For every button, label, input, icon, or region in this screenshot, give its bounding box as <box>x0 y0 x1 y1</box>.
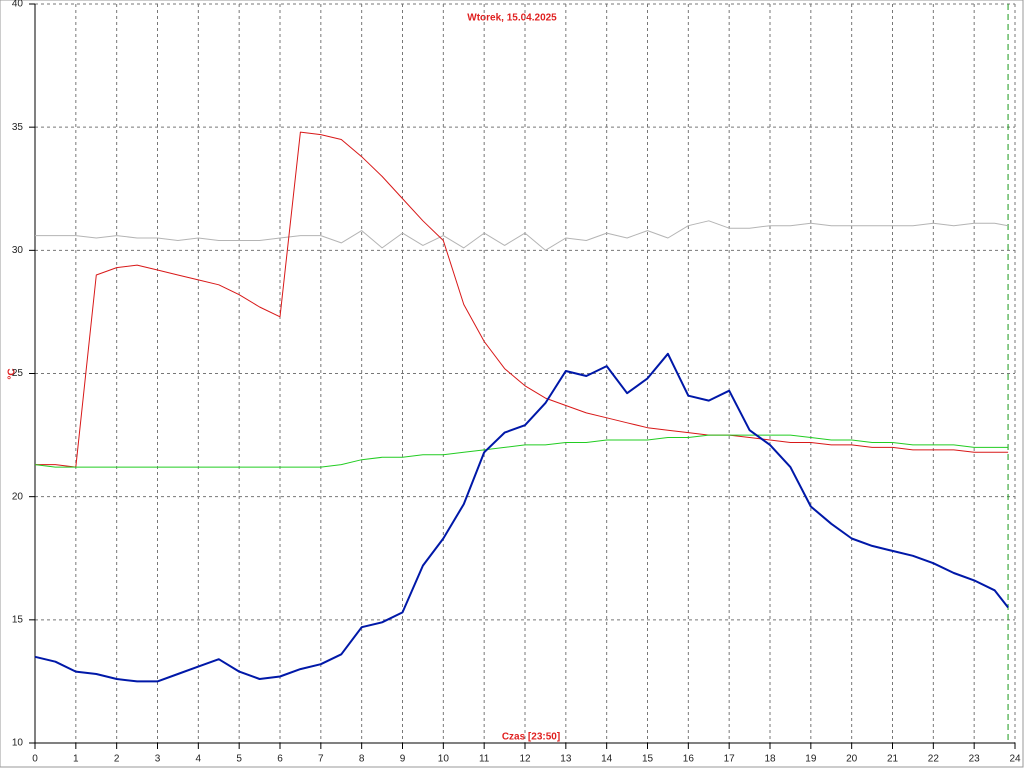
x-tick-label: 23 <box>969 754 981 765</box>
y-tick-label: 10 <box>12 738 24 749</box>
x-tick-label: 4 <box>196 754 202 765</box>
x-tick-label: 1 <box>73 754 79 765</box>
y-axis-label: °C <box>7 368 18 379</box>
series-line <box>35 220 1009 251</box>
x-tick-label: 8 <box>359 754 365 765</box>
series-line <box>35 131 1009 468</box>
x-axis-label: Czas [23:50] <box>502 732 560 743</box>
y-tick-label: 25 <box>12 368 24 379</box>
x-tick-label: 20 <box>846 754 858 765</box>
x-tick-label: 5 <box>236 754 242 765</box>
x-tick-label: 0 <box>32 754 38 765</box>
x-tick-label: 9 <box>400 754 406 765</box>
x-tick-label: 10 <box>438 754 450 765</box>
y-tick-label: 15 <box>12 614 24 625</box>
series-line <box>34 434 1009 468</box>
y-tick-label: 40 <box>12 0 24 10</box>
chart-title: Wtorek, 15.04.2025 <box>467 13 557 24</box>
x-tick-label: 7 <box>318 754 324 765</box>
x-tick-label: 19 <box>805 754 817 765</box>
x-tick-label: 6 <box>277 754 283 765</box>
x-tick-label: 14 <box>601 754 613 765</box>
x-tick-label: 13 <box>560 754 572 765</box>
y-tick-label: 30 <box>12 245 24 256</box>
x-tick-label: 3 <box>155 754 161 765</box>
y-tick-label: 20 <box>12 491 24 502</box>
x-tick-label: 2 <box>114 754 120 765</box>
x-tick-label: 22 <box>928 754 940 765</box>
y-tick-label: 35 <box>12 122 24 133</box>
x-tick-label: 15 <box>642 754 654 765</box>
x-tick-label: 16 <box>683 754 695 765</box>
x-tick-label: 18 <box>764 754 776 765</box>
series-line <box>34 352 1009 683</box>
x-tick-label: 21 <box>887 754 899 765</box>
x-tick-label: 12 <box>519 754 531 765</box>
x-tick-label: 11 <box>479 754 490 765</box>
x-tick-label: 17 <box>724 754 736 765</box>
x-tick-label: 24 <box>1009 754 1021 765</box>
